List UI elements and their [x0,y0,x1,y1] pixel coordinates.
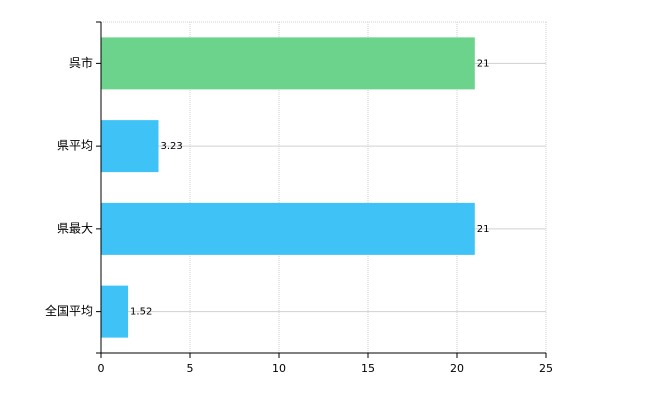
value-label: 21 [477,58,490,69]
x-tick-label: 15 [361,362,375,375]
value-label: 21 [477,224,490,235]
bar [101,202,475,255]
x-tick-label: 5 [187,362,194,375]
x-tick-label: 0 [98,362,105,375]
y-tick-label: 県平均 [57,139,93,153]
bar [101,37,475,90]
x-tick-label: 20 [450,362,464,375]
y-tick-label: 全国平均 [45,303,93,318]
bar [101,285,129,338]
value-label: 1.52 [130,307,152,318]
y-tick-label: 呉市 [69,55,93,70]
x-tick-label: 25 [539,362,553,375]
x-tick-label: 10 [272,362,286,375]
bar [101,120,159,173]
y-tick-label: 県最大 [57,221,93,235]
value-label: 3.23 [160,141,182,152]
